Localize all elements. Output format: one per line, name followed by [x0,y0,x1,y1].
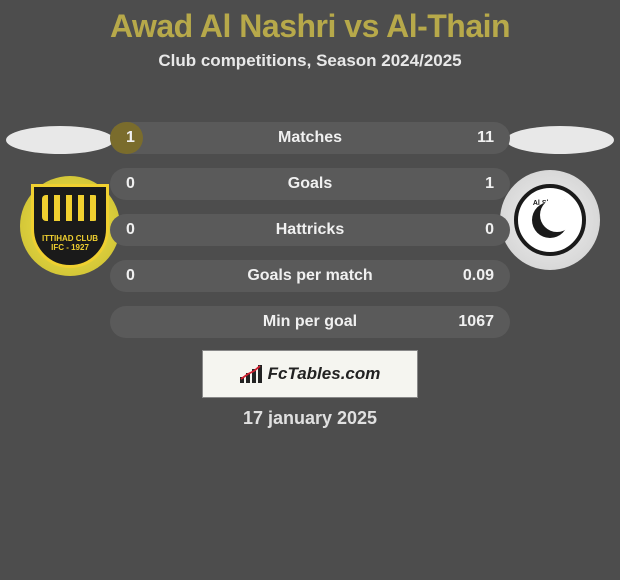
club-left-sub: IFC - 1927 [34,244,106,253]
stat-row: 0 Goals per match 0.09 [110,260,510,292]
stat-label: Hattricks [276,221,344,239]
club-logo-left: ITTIHAD CLUB IFC - 1927 [31,184,109,268]
stat-row: Min per goal 1067 [110,306,510,338]
page-title: Awad Al Nashri vs Al-Thain [0,0,620,45]
subtitle: Club competitions, Season 2024/2025 [0,51,620,71]
stat-right-value: 0.09 [454,267,494,285]
stat-row: 0 Hattricks 0 [110,214,510,246]
stats-list: 1 Matches 11 0 Goals 1 0 Hattricks 0 0 Goals per m… [110,122,510,352]
stat-row: 0 Goals 1 [110,168,510,200]
stat-right-value: 0 [454,221,494,239]
watermark-text: FcTables.com [268,364,381,384]
date-label: 17 january 2025 [0,408,620,429]
watermark: FcTables.com [202,350,418,398]
stat-label: Matches [278,129,342,147]
stat-left-value: 0 [126,267,166,285]
stat-right-value: 1067 [454,313,494,331]
club-badge-left: ITTIHAD CLUB IFC - 1927 [20,176,120,276]
stat-label: Goals [288,175,332,193]
comparison-card: Awad Al Nashri vs Al-Thain Club competit… [0,0,620,580]
crescent-icon [532,202,568,238]
stat-right-value: 1 [454,175,494,193]
stat-left-value: 0 [126,175,166,193]
stat-label: Min per goal [263,313,357,331]
bars-icon [240,365,262,383]
ellipse-decor-left [6,126,114,154]
club-logo-right: Al Shabab [514,184,586,256]
stat-label: Goals per match [247,267,372,285]
stat-right-value: 11 [454,129,494,147]
ellipse-decor-right [506,126,614,154]
club-badge-right: Al Shabab [500,170,600,270]
stat-row: 1 Matches 11 [110,122,510,154]
stat-left-value: 0 [126,221,166,239]
stat-left-value: 1 [126,129,166,147]
